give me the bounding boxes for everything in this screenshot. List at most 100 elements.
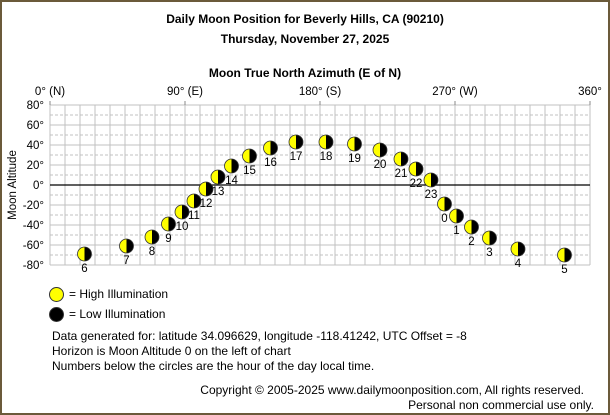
moon-marker (119, 238, 134, 254)
y-tick-label: 0° (33, 180, 44, 192)
moon-lit-half (347, 137, 355, 151)
hour-label: 5 (561, 264, 567, 276)
moon-lit-half (511, 242, 518, 256)
note-horizon: Horizon is Moon Altitude 0 on the left o… (52, 344, 291, 358)
moon-dark-half (296, 135, 303, 149)
hour-label: 20 (374, 159, 387, 171)
y-tick-label: -60° (23, 240, 44, 252)
hour-label: 22 (410, 178, 423, 190)
moon-marker (372, 142, 388, 158)
moon-lit-half (242, 149, 250, 163)
moon-lit-half (211, 170, 218, 184)
moon-marker (242, 148, 257, 164)
moon-lit-half (437, 197, 445, 211)
hour-label: 9 (165, 233, 171, 245)
hour-label: 15 (243, 165, 256, 177)
hour-label: 12 (200, 198, 213, 210)
moon-dark-half (168, 217, 176, 231)
moon-dark-half (152, 230, 159, 244)
moon-dark-half (431, 173, 438, 187)
moon-dark-half (126, 239, 134, 253)
hour-label: 23 (425, 189, 438, 201)
moon-lit-half (119, 239, 127, 253)
moon-lit-half (175, 205, 182, 219)
copyright: Copyright © 2005-2025 www.dailymoonposit… (200, 383, 584, 397)
moon-lit-half (187, 194, 194, 208)
plot-area: 0° (N) 90° (E) 180° (S) 270° (W) 360°80°60°4… (7, 86, 602, 276)
moon-lit-half (482, 231, 490, 245)
moon-dark-half (380, 143, 387, 157)
note-hours: Numbers below the circles are the hour o… (52, 359, 375, 373)
legend-low: = Low Illumination (69, 307, 166, 321)
moon-marker (198, 181, 214, 197)
moon-dark-half (444, 197, 452, 211)
hour-label: 7 (123, 255, 129, 267)
hour-label: 18 (320, 151, 333, 163)
moon-marker (318, 134, 334, 150)
moon-marker (174, 204, 190, 220)
chart-subtitle: Thursday, November 27, 2025 (220, 32, 390, 46)
hour-label: 14 (225, 175, 238, 187)
moon-marker (408, 161, 424, 177)
moon-dark-half (471, 220, 479, 234)
moon-lit-half (409, 162, 416, 176)
moon-marker (210, 169, 226, 185)
x-tick-label: 90° (E) (167, 86, 203, 98)
usage-note: Personal non commercial use only. (408, 398, 594, 412)
moon-lit-half (161, 217, 169, 231)
moon-dark-half (206, 182, 213, 196)
y-tick-label: 40° (27, 140, 44, 152)
moon-lit-half (263, 141, 271, 155)
y-tick-label: 20° (27, 160, 44, 172)
low-illumination-icon (49, 307, 64, 322)
hour-label: 13 (212, 186, 225, 198)
moon-marker (77, 246, 92, 262)
moon-marker (347, 136, 362, 152)
moon-dark-half (270, 141, 278, 155)
moon-dark-half (218, 170, 225, 184)
hour-label: 8 (149, 246, 155, 258)
moon-lit-half (199, 182, 206, 196)
moon-marker (161, 216, 176, 232)
moon-marker (288, 134, 304, 150)
moon-dark-half (401, 152, 408, 166)
y-tick-label: 60° (27, 120, 44, 132)
x-tick-label: 270° (W) (432, 86, 478, 98)
moon-dark-half (416, 162, 423, 176)
moon-dark-half (84, 247, 92, 261)
moon-dark-half (456, 209, 464, 223)
moon-lit-half (394, 152, 401, 166)
note-location: Data generated for: latitude 34.096629, … (52, 329, 467, 343)
moon-dark-half (518, 242, 525, 256)
moon-dark-half (194, 194, 201, 208)
moon-lit-half (145, 230, 152, 244)
moon-dark-half (231, 159, 239, 173)
high-illumination-icon (49, 287, 64, 302)
moon-marker (144, 229, 160, 245)
x-tick-label: 0° (N) (35, 86, 65, 98)
hour-label: 2 (468, 236, 474, 248)
moon-lit-half (464, 220, 472, 234)
moon-marker (510, 241, 526, 257)
y-tick-label: 80° (27, 100, 44, 112)
moon-marker (263, 140, 278, 156)
x-axis-label: Moon True North Azimuth (E of N) (208, 66, 402, 80)
moon-dark-half (489, 231, 497, 245)
y-tick-label: -80° (23, 260, 44, 272)
chart-title: Daily Moon Position for Beverly Hills, C… (166, 12, 444, 26)
moon-marker (393, 151, 409, 167)
hour-label: 6 (81, 263, 87, 275)
moon-marker (557, 247, 572, 263)
moon-dark-half (182, 205, 189, 219)
moon-marker (186, 193, 202, 209)
moon-lit-half (319, 135, 326, 149)
hour-label: 19 (348, 153, 361, 165)
moon-marker (224, 158, 239, 174)
hour-label: 16 (264, 157, 277, 169)
hour-label: 21 (395, 168, 408, 180)
moon-lit-half (424, 173, 431, 187)
y-tick-label: -20° (23, 200, 44, 212)
moon-lit-half (224, 159, 232, 173)
hour-label: 10 (176, 221, 189, 233)
